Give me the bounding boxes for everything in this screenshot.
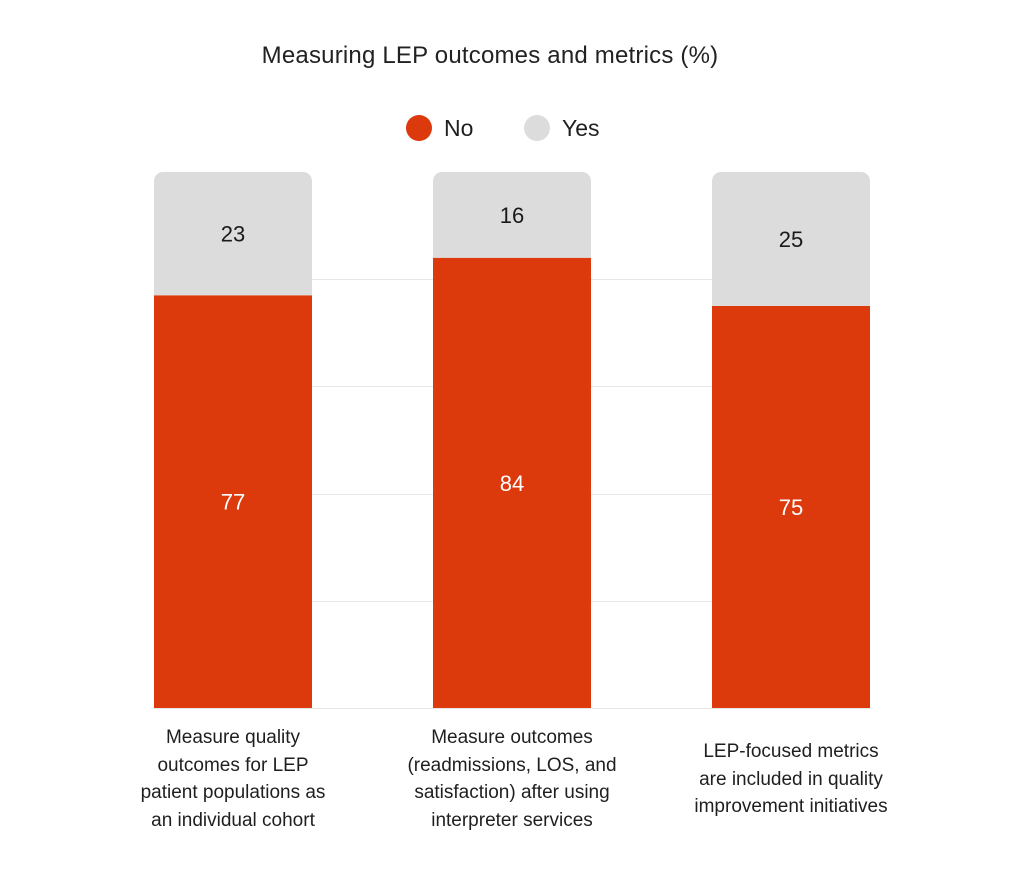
category-label-line: are included in quality <box>699 768 883 790</box>
data-label-no-2: 84 <box>500 471 524 496</box>
bar-yes-2 <box>433 172 591 258</box>
legend: No Yes <box>0 112 1024 144</box>
category-label-line: (readmissions, LOS, and <box>407 754 617 776</box>
bar-yes-3 <box>712 172 870 306</box>
legend-swatch-no <box>406 115 432 141</box>
data-label-yes-2: 16 <box>500 203 524 228</box>
data-label-no-3: 75 <box>779 495 803 520</box>
category-label-line: satisfaction) after using <box>414 782 610 803</box>
category-label-line: improvement initiatives <box>694 796 888 817</box>
bar-group <box>154 172 312 708</box>
bar-yes-1 <box>154 172 312 296</box>
bar-group <box>433 172 591 708</box>
data-label-yes-3: 25 <box>779 227 803 252</box>
bar-no-1 <box>154 295 312 708</box>
category-label-line: patient populations as <box>140 782 326 803</box>
category-label-2: Measure outcomes (readmissions, LOS, and s… <box>387 724 637 834</box>
category-label-line: Measure outcomes <box>431 727 593 748</box>
legend-label-no: No <box>444 114 474 141</box>
category-label-line: outcomes for LEP <box>157 754 309 776</box>
category-label-line: an individual cohort <box>151 809 315 831</box>
data-label-no-1: 77 <box>221 490 245 515</box>
category-label-3: LEP-focused metrics are included in quali… <box>666 738 916 821</box>
category-label-line: interpreter services <box>431 809 593 831</box>
bar-no-2 <box>433 257 591 708</box>
legend-label-yes: Yes <box>562 114 600 141</box>
category-label-1: Measure quality outcomes for LEP patient p… <box>108 724 358 834</box>
category-label-line: LEP-focused metrics <box>703 741 879 762</box>
data-label-yes-1: 23 <box>221 222 245 247</box>
legend-item-no: No <box>406 112 473 144</box>
bar-group <box>712 172 870 708</box>
legend-item-yes: Yes <box>524 112 600 144</box>
chart-title: Measuring LEP outcomes and metrics (%) <box>261 42 719 69</box>
category-label-line: Measure quality <box>165 727 301 748</box>
legend-swatch-yes <box>524 115 550 141</box>
bar-no-3 <box>712 306 870 708</box>
